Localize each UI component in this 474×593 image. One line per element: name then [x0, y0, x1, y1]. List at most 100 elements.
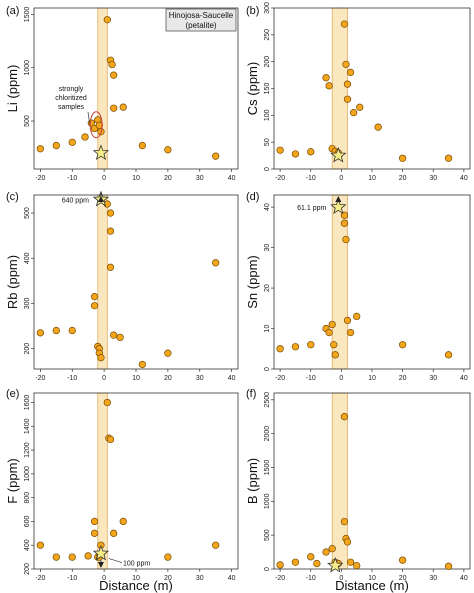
x-tick-label: -20: [275, 175, 285, 182]
x-tick-label: 0: [339, 175, 343, 182]
data-point: [108, 60, 116, 69]
annotation-line: samples: [58, 104, 85, 111]
data-point: [110, 104, 118, 112]
x-tick-label: -10: [306, 375, 316, 382]
x-tick-label: 0: [102, 575, 106, 582]
y-tick-label: 1000: [24, 60, 31, 76]
y-axis-label: Rb (ppm): [5, 255, 20, 309]
figure-title-line-1: Hinojosa-Saucelle: [169, 11, 234, 20]
y-axis-label: Sn (ppm): [245, 255, 260, 308]
data-point: [90, 517, 99, 526]
y-tick-label: 500: [24, 207, 31, 219]
plot-frame: [273, 392, 471, 570]
x-tick-label: 30: [196, 175, 204, 182]
y-tick-label: 10: [264, 325, 271, 333]
data-point: [346, 558, 355, 566]
y-tick-label: 0: [264, 167, 271, 171]
y-tick-label: 300: [24, 298, 31, 310]
star-marker: [92, 544, 110, 561]
y-axis-label: Cs (ppm): [245, 62, 260, 115]
data-point: [398, 556, 407, 564]
y-tick-label: 250: [264, 29, 271, 41]
data-point: [331, 351, 339, 359]
data-point: [343, 538, 352, 546]
y-tick-label: 500: [264, 529, 271, 541]
data-point: [103, 16, 111, 24]
data-point: [81, 133, 89, 141]
data-point: [212, 541, 220, 549]
x-tick-label: 20: [164, 575, 172, 582]
y-tick-label: 600: [24, 515, 31, 527]
panel-label: (f): [246, 388, 256, 400]
y-tick-label: 30: [264, 244, 271, 252]
x-tick-label: 0: [339, 375, 343, 382]
data-point: [110, 71, 118, 79]
arrow-head: [335, 196, 342, 202]
star-marker: [330, 146, 347, 163]
data-point: [346, 68, 355, 77]
panel-f: -20 -10 0 10 20 30 40 0 500 1000 1500 2000 2500 B (pp…: [245, 388, 471, 582]
x-tick-label: 0: [102, 175, 106, 182]
panel-a: -20 -10 0 10 20 30 40 500 1000 1500 Li (ppm) (a) str…: [5, 5, 239, 182]
star-marker: [327, 557, 344, 573]
y-tick-label: 40: [264, 203, 271, 211]
data-point: [322, 74, 330, 82]
data-point: [84, 552, 92, 560]
plot-frame: [273, 7, 471, 170]
data-point: [343, 316, 352, 325]
x-tick-label: -10: [67, 575, 77, 582]
data-point: [106, 209, 115, 217]
panel-label: (b): [246, 5, 259, 17]
data-point: [97, 354, 105, 362]
annotation-label: 100 ppm: [123, 561, 150, 568]
data-point: [342, 235, 350, 244]
y-tick-label: 1000: [264, 493, 271, 509]
x-tick-label: 20: [399, 575, 407, 582]
y-axis-label: F (ppm): [5, 458, 20, 504]
data-point: [291, 558, 300, 566]
x-tick-label: 10: [132, 175, 140, 182]
data-point: [164, 349, 172, 357]
panel-c: -20 -10 0 10 20 30 40 200 300 400 500 Rb (ppm) (c) 64…: [5, 190, 239, 382]
data-point: [212, 152, 220, 160]
x-tick-label: 40: [228, 575, 236, 582]
data-point: [138, 360, 147, 369]
data-point: [307, 148, 315, 156]
y-axis-label: B (ppm): [245, 458, 260, 504]
data-point: [36, 541, 45, 549]
y-tick-label: 2000: [264, 426, 271, 442]
data-point: [164, 146, 172, 154]
data-point: [444, 562, 453, 570]
x-tick-label: -20: [35, 575, 45, 582]
x-tick-label: -10: [306, 175, 316, 182]
data-point: [52, 141, 60, 150]
y-tick-label: 400: [24, 252, 31, 264]
data-point: [52, 326, 60, 335]
data-point: [276, 345, 284, 353]
x-tick-label: -20: [35, 375, 45, 382]
y-tick-label: 300: [264, 2, 271, 14]
x-tick-label: 10: [368, 175, 376, 182]
data-point: [328, 545, 336, 553]
x-tick-label: -20: [275, 375, 285, 382]
x-tick-label: -20: [275, 575, 285, 582]
y-tick-label: 1000: [24, 466, 31, 482]
y-tick-label: 200: [264, 56, 271, 68]
panel-b: -20 -10 0 10 20 30 40 0 50 100 150 200 250 300 Cs (ppm…: [245, 2, 471, 182]
x-tick-label: 10: [368, 575, 376, 582]
plot-frame: [33, 194, 239, 370]
panel-label: (a): [6, 5, 19, 17]
data-point: [164, 553, 172, 561]
data-point: [68, 138, 76, 146]
y-tick-label: 20: [264, 284, 271, 292]
data-point: [36, 145, 45, 153]
data-point: [68, 553, 76, 561]
plot-frame: [273, 194, 471, 370]
data-point: [328, 320, 336, 329]
data-point: [110, 529, 118, 537]
x-tick-label: -20: [35, 175, 45, 182]
data-point: [68, 326, 76, 335]
star-marker: [92, 144, 110, 160]
data-point: [276, 146, 284, 154]
data-point: [307, 341, 315, 349]
